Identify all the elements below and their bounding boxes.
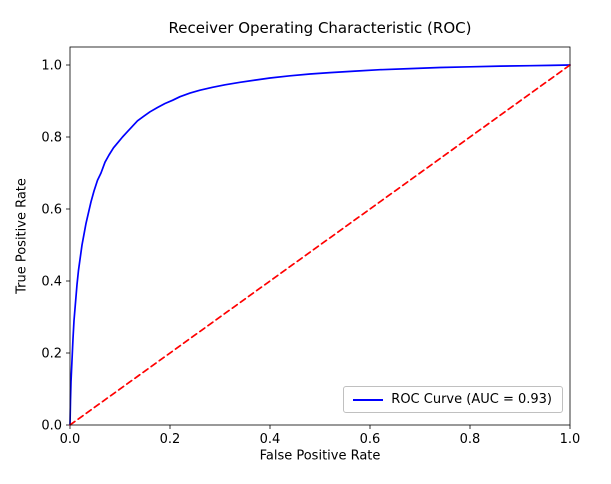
y-tick-label: 0.4 (41, 275, 62, 290)
chart-title: Receiver Operating Characteristic (ROC) (168, 19, 472, 37)
x-tick-label: 0.0 (60, 432, 81, 447)
x-tick-label: 0.8 (460, 432, 481, 447)
plot-spines (69, 46, 571, 426)
x-tick-label: 0.6 (360, 432, 381, 447)
y-tick-label: 0.6 (41, 203, 62, 218)
legend-label: ROC Curve (AUC = 0.93) (391, 392, 552, 407)
y-tick-label: 0.2 (41, 347, 62, 362)
y-tick-label: 0.8 (41, 131, 62, 146)
roc-curve (69, 64, 571, 426)
y-axis-label: True Positive Rate (14, 178, 30, 294)
x-tick-label: 0.4 (260, 432, 281, 447)
chance-line (69, 64, 571, 426)
roc-line-icon (353, 398, 384, 401)
x-tick-label: 1.0 (560, 432, 581, 447)
legend: ROC Curve (AUC = 0.93) (343, 386, 563, 413)
y-tick-label: 1.0 (41, 59, 62, 74)
y-tick-label: 0.0 (41, 419, 62, 434)
x-tick-label: 0.2 (160, 432, 181, 447)
x-axis-label: False Positive Rate (259, 448, 381, 464)
